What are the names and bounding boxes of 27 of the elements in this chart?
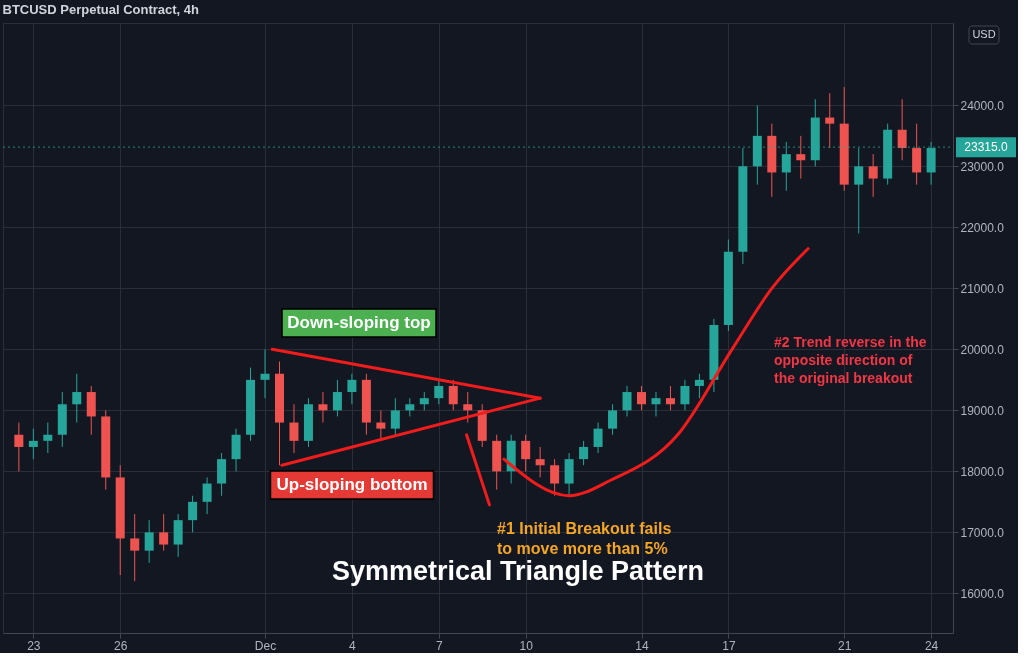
y-tick-label: 24000.0: [960, 98, 1005, 113]
x-tick-label: 4: [349, 638, 357, 653]
x-tick-label: 21: [838, 638, 852, 653]
x-tick-label: 10: [519, 638, 534, 653]
y-tick-label: 21000.0: [960, 281, 1005, 296]
x-tick-label: 7: [435, 638, 443, 653]
y-tick-label: 22000.0: [960, 220, 1005, 235]
x-tick-label: 23: [27, 638, 41, 653]
annotation: #2 Trend reverse in the opposite direction of the original breakout: [774, 334, 927, 386]
x-tick-label: Dec: [254, 638, 277, 653]
annotation: #1 Initial Breakout fails to move more than 5%: [497, 520, 672, 557]
x-tick-label: 17: [722, 638, 736, 653]
ref-line-label: 23315.0: [964, 140, 1009, 155]
annotation: Symmetrical Triangle Pattern: [331, 556, 705, 586]
y-tick-label: 18000.0: [960, 464, 1005, 479]
annotation: Up-sloping bottom: [276, 475, 428, 494]
y-tick-label: 16000.0: [960, 586, 1005, 601]
y-tick-label: 19000.0: [960, 403, 1005, 418]
x-tick-label: 14: [635, 638, 649, 653]
chart-title: BTCUSD Perpetual Contract, 4h: [2, 2, 200, 17]
y-tick-label: 23000.0: [960, 159, 1005, 174]
x-tick-label: 26: [114, 638, 128, 653]
text: USD: [972, 28, 996, 40]
x-tick-label: 24: [924, 638, 939, 653]
y-tick-label: 17000.0: [960, 525, 1005, 540]
y-tick-label: 20000.0: [960, 342, 1005, 357]
annotation: Down-sloping top: [287, 313, 431, 332]
